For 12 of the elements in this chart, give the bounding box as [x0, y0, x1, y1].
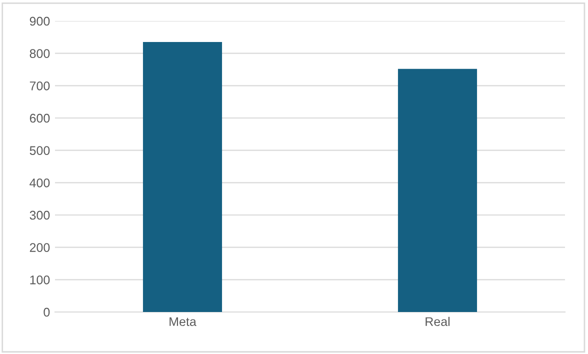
x-tick-label: Real [426, 316, 450, 326]
y-tick-label: 0 [44, 308, 50, 317]
y-tick-label: 100 [30, 275, 50, 284]
y-tick-label: 600 [30, 114, 50, 123]
y-tick-label: 900 [30, 16, 50, 26]
x-tick-label: Meta [170, 317, 196, 326]
y-tick-label: 500 [30, 146, 50, 155]
y-tick-label: 200 [30, 243, 50, 252]
y-tick-label: 700 [30, 81, 50, 90]
y-tick-label: 300 [30, 210, 50, 220]
y-tick-label: 400 [30, 178, 50, 188]
y-tick-label: 800 [30, 49, 50, 58]
